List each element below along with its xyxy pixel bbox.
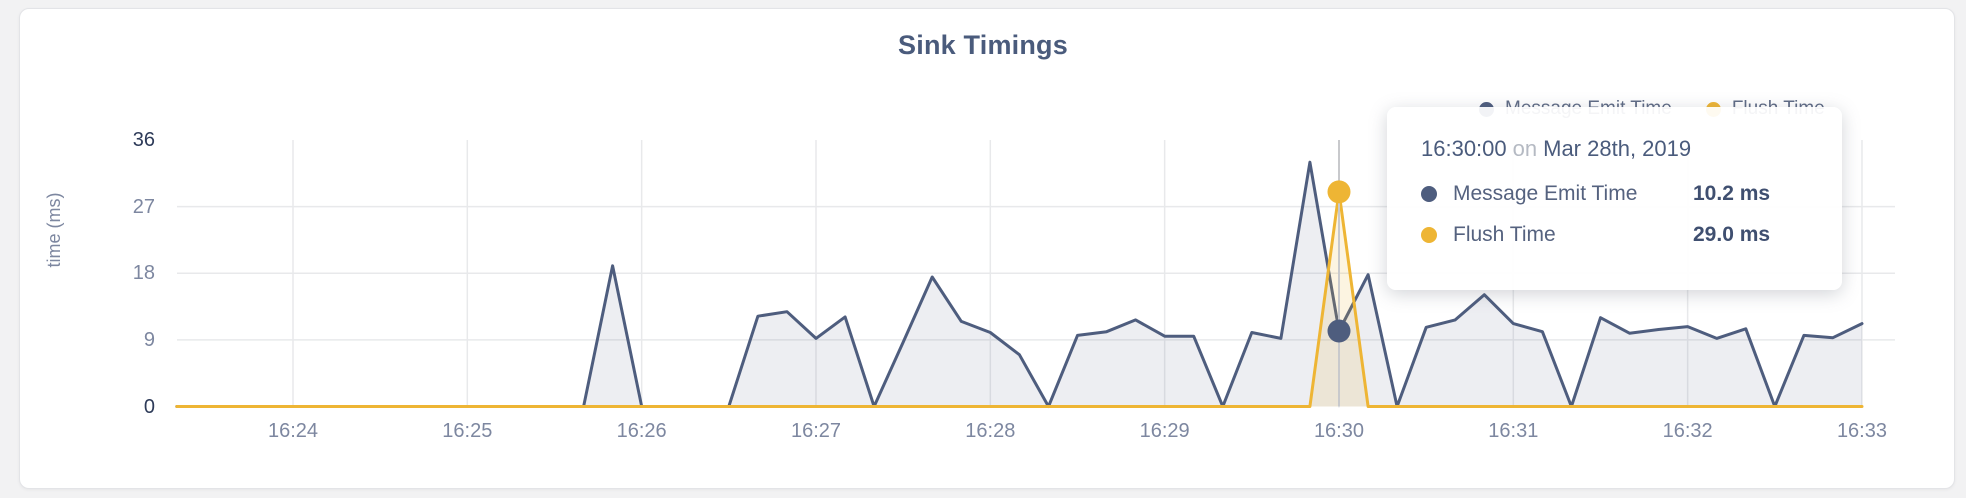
y-tick-label: 0 <box>143 395 155 418</box>
x-tick-label: 16:27 <box>790 420 842 442</box>
series-color-dot-icon <box>1421 226 1437 243</box>
x-tick-label: 16:30 <box>1313 420 1364 442</box>
y-axis-title: time (ms) <box>44 192 64 268</box>
x-tick-label: 16:33 <box>1836 420 1887 442</box>
tooltip-header: 16:30:00 on Mar 28th, 2019 <box>1421 133 1818 165</box>
tooltip-series-label: Flush Time <box>1453 222 1556 246</box>
x-tick-label: 16:25 <box>442 420 493 442</box>
x-tick-label: 16:26 <box>616 420 667 442</box>
tooltip-row-message-emit-time: Message Emit Time 10.2 ms <box>1421 173 1818 214</box>
tooltip-series-label: Message Emit Time <box>1453 181 1638 205</box>
hover-tooltip: 16:30:00 on Mar 28th, 2019 Message Emit Ti… <box>1387 107 1842 290</box>
y-tick-label: 36 <box>132 129 155 151</box>
tooltip-series-value: 10.2 ms <box>1693 181 1771 205</box>
x-tick-label: 16:28 <box>965 420 1016 442</box>
x-tick-label: 16:31 <box>1488 420 1539 442</box>
x-tick-label: 16:24 <box>267 420 319 442</box>
y-tick-label: 27 <box>132 195 155 218</box>
tooltip-series-value: 29.0 ms <box>1693 222 1771 246</box>
y-tick-label: 18 <box>132 262 155 285</box>
x-tick-label: 16:29 <box>1139 420 1190 442</box>
series-color-dot-icon <box>1421 185 1437 202</box>
x-tick-label: 16:32 <box>1662 420 1713 442</box>
tooltip-time: 16:30:00 <box>1421 136 1507 161</box>
y-tick-label: 9 <box>143 328 155 351</box>
chart-title: Sink Timings <box>898 30 1068 60</box>
tooltip-row-flush-time: Flush Time 29.0 ms <box>1421 214 1818 255</box>
tooltip-on-word: on <box>1512 136 1538 161</box>
tooltip-date: Mar 28th, 2019 <box>1543 136 1692 161</box>
